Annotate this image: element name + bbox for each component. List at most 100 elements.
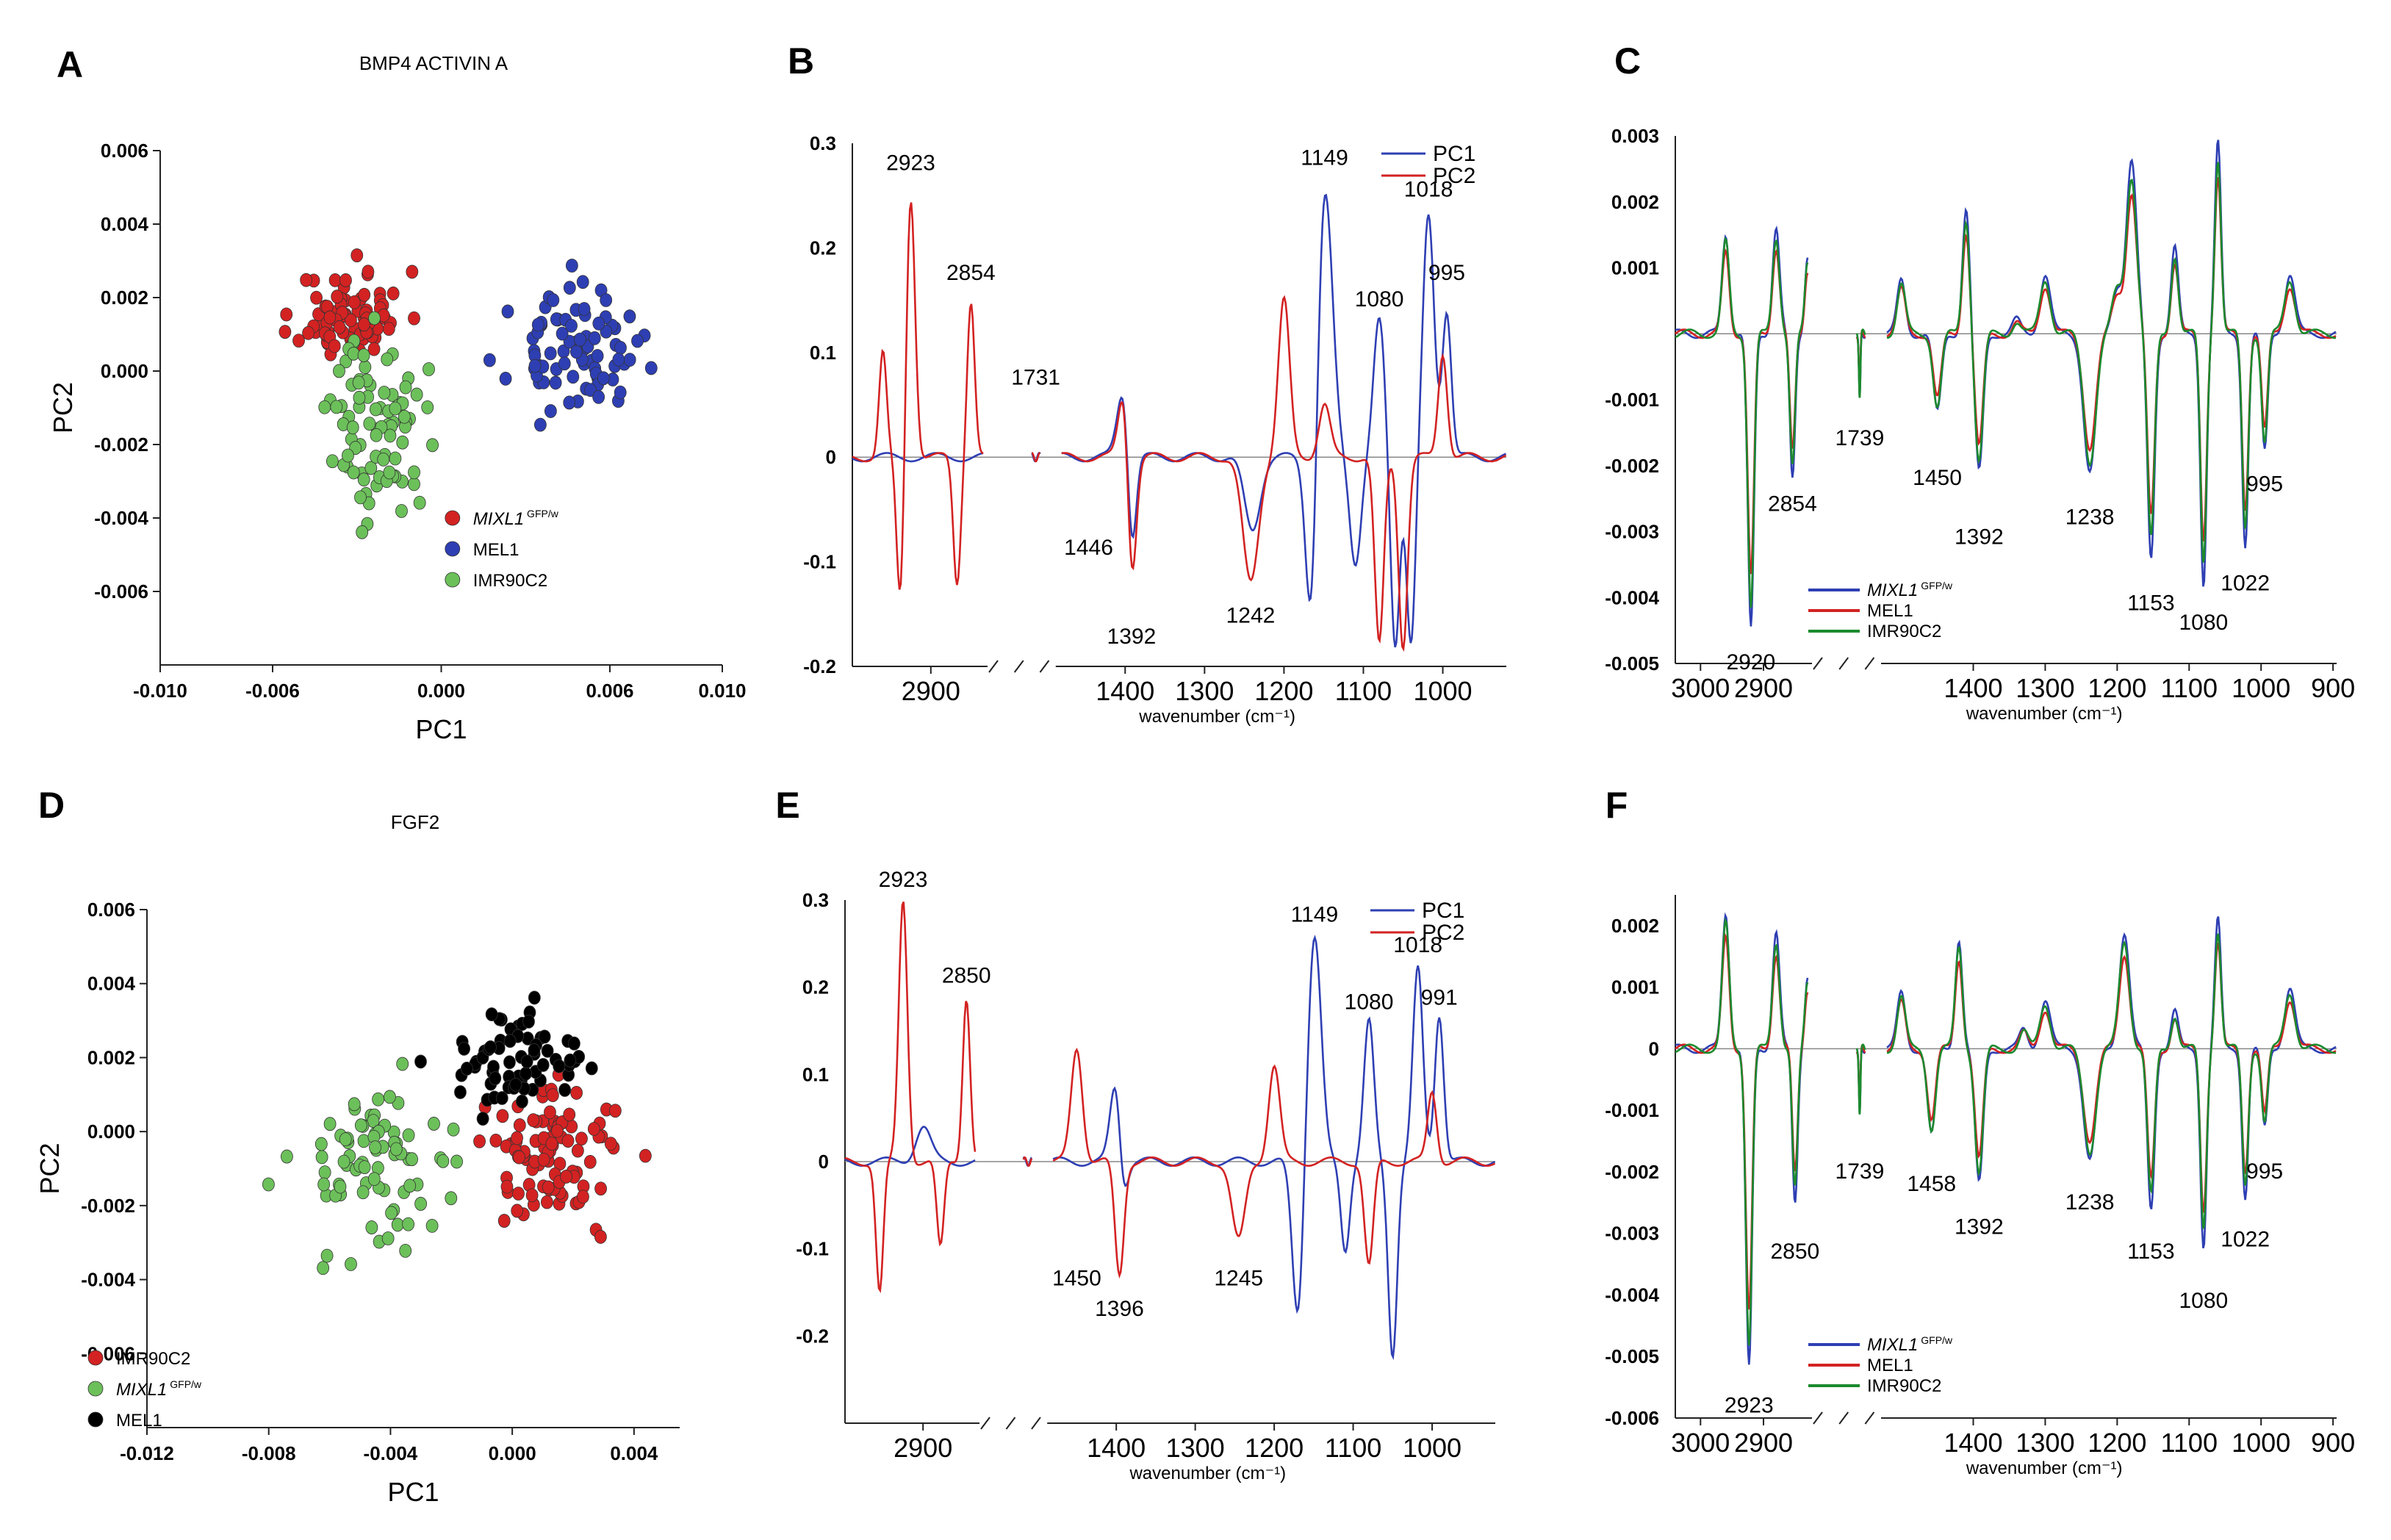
x-tick-label: 1400 xyxy=(1944,1428,2002,1458)
y-tick-label: 0 xyxy=(1649,1037,1659,1059)
y-tick-label: 0 xyxy=(819,1151,829,1173)
y-tick-label: 0.002 xyxy=(87,1046,135,1068)
x-tick-label: 1000 xyxy=(1413,676,1472,706)
y-tick-label: 0.2 xyxy=(802,976,829,999)
data-point xyxy=(578,302,591,316)
data-point xyxy=(391,1217,404,1232)
data-point xyxy=(571,1143,584,1158)
data-point xyxy=(541,1043,554,1058)
data-point xyxy=(537,1153,550,1167)
x-tick-label: -0.012 xyxy=(120,1442,174,1464)
x-tick-label: 1200 xyxy=(2088,673,2146,703)
y-tick-label: -0.004 xyxy=(81,1269,135,1291)
data-point xyxy=(476,1112,489,1126)
series-imr90c2 xyxy=(473,1068,652,1244)
peak-label: 1396 xyxy=(1095,1297,1144,1321)
x-tick-label: 2900 xyxy=(1734,1428,1793,1458)
data-point xyxy=(318,400,331,414)
legend-label: MIXL1 GFP/w xyxy=(473,508,559,529)
axis-break-mark xyxy=(1031,1417,1041,1430)
legend-label: MIXL1 GFP/w xyxy=(1867,1334,1953,1355)
peak-label: 1080 xyxy=(1345,990,1394,1014)
data-point xyxy=(346,420,359,435)
data-point xyxy=(576,275,589,289)
x-tick-label: 1100 xyxy=(2161,1428,2218,1458)
data-point xyxy=(544,346,557,361)
data-point xyxy=(347,346,360,361)
peak-label: 1458 xyxy=(1907,1172,1956,1196)
data-point xyxy=(385,1206,398,1220)
data-point xyxy=(522,1014,535,1029)
data-point xyxy=(357,348,370,362)
data-point xyxy=(406,265,419,279)
axis-break-mark xyxy=(1864,657,1875,670)
y-tick-label: -0.001 xyxy=(1605,389,1659,411)
series-line-pc1 xyxy=(852,452,984,463)
data-point xyxy=(402,1128,415,1143)
panel-E: E 0.3 0.2 0.1 0 -0.1 -0.2 2900 1400 1300 1200 1100 1… xyxy=(775,785,1496,1483)
axis-break-mark xyxy=(1813,657,1823,670)
data-point xyxy=(423,362,435,376)
data-point xyxy=(549,375,562,390)
data-point xyxy=(396,435,409,450)
data-point xyxy=(326,454,339,469)
y-tick-label: 0.000 xyxy=(87,1120,135,1143)
data-point xyxy=(484,1040,497,1054)
y-tick-label: 0.002 xyxy=(1611,191,1659,213)
legend-text: MEL1 xyxy=(1867,601,1913,621)
peak-label: 1450 xyxy=(1052,1266,1101,1290)
legend-marker xyxy=(445,572,461,588)
data-point xyxy=(345,313,357,328)
series-line-pc2 xyxy=(1022,1156,1033,1167)
series-line-imr90c2 xyxy=(1675,237,1809,608)
data-point xyxy=(317,1177,331,1192)
data-point xyxy=(489,1133,503,1148)
peak-label: 1080 xyxy=(1355,287,1404,312)
x-tick-label: 1300 xyxy=(2016,673,2074,703)
peak-label: 1022 xyxy=(2221,571,2270,595)
data-point xyxy=(561,1134,575,1148)
data-point xyxy=(436,1154,450,1168)
y-tick-label: 0.004 xyxy=(87,973,136,995)
data-point xyxy=(384,1090,396,1104)
data-point xyxy=(278,325,292,339)
data-point xyxy=(588,331,601,345)
data-point xyxy=(364,461,378,475)
peak-label: 1080 xyxy=(2179,1289,2228,1313)
data-point xyxy=(592,316,605,331)
data-point xyxy=(553,1059,566,1073)
panel-letter-E: E xyxy=(775,785,799,826)
y-tick-label: 0.002 xyxy=(101,287,148,309)
data-point xyxy=(592,390,605,404)
data-point xyxy=(536,1058,550,1072)
y-tick-label: -0.002 xyxy=(1605,1161,1659,1183)
data-point xyxy=(544,1105,556,1120)
data-point xyxy=(513,1118,526,1132)
peak-label: 2923 xyxy=(879,868,928,892)
data-point xyxy=(544,404,557,418)
data-point xyxy=(496,1109,509,1123)
data-point xyxy=(563,395,576,410)
data-point xyxy=(314,1137,328,1151)
data-point xyxy=(570,1086,583,1100)
y-tick-label: 0.1 xyxy=(810,342,836,364)
data-point xyxy=(428,1117,440,1131)
peak-label: 995 xyxy=(1428,261,1465,285)
series-line-imr90c2 xyxy=(1675,917,1809,1346)
x-tick-label: 1300 xyxy=(2016,1428,2074,1458)
data-point xyxy=(421,400,434,414)
data-point xyxy=(315,1150,328,1165)
series-line-mixl1 xyxy=(1675,225,1809,627)
panel-C: C 0.003 0.002 0.001 -0.001 -0.002 -0.003 -0.004… xyxy=(1605,40,2355,724)
data-point xyxy=(384,428,397,443)
peak-label: 1450 xyxy=(1913,466,1962,490)
panel-B: B 0.3 0.2 0.1 0 -0.1 -0.2 2900 1400 1300 1200 1100 1… xyxy=(788,40,1507,727)
panel-title-D: FGF2 xyxy=(391,811,439,833)
legend-label: IMR90C2 xyxy=(1867,1376,1941,1396)
data-point xyxy=(511,1203,524,1218)
data-point xyxy=(644,361,658,375)
series-line-pc1 xyxy=(1052,935,1496,1361)
panel-F: F 0.002 0.001 0 -0.001 -0.002 -0.003 -0.004 -0.0… xyxy=(1605,785,2355,1478)
panel-letter-F: F xyxy=(1606,785,1628,826)
data-point xyxy=(489,1071,502,1085)
